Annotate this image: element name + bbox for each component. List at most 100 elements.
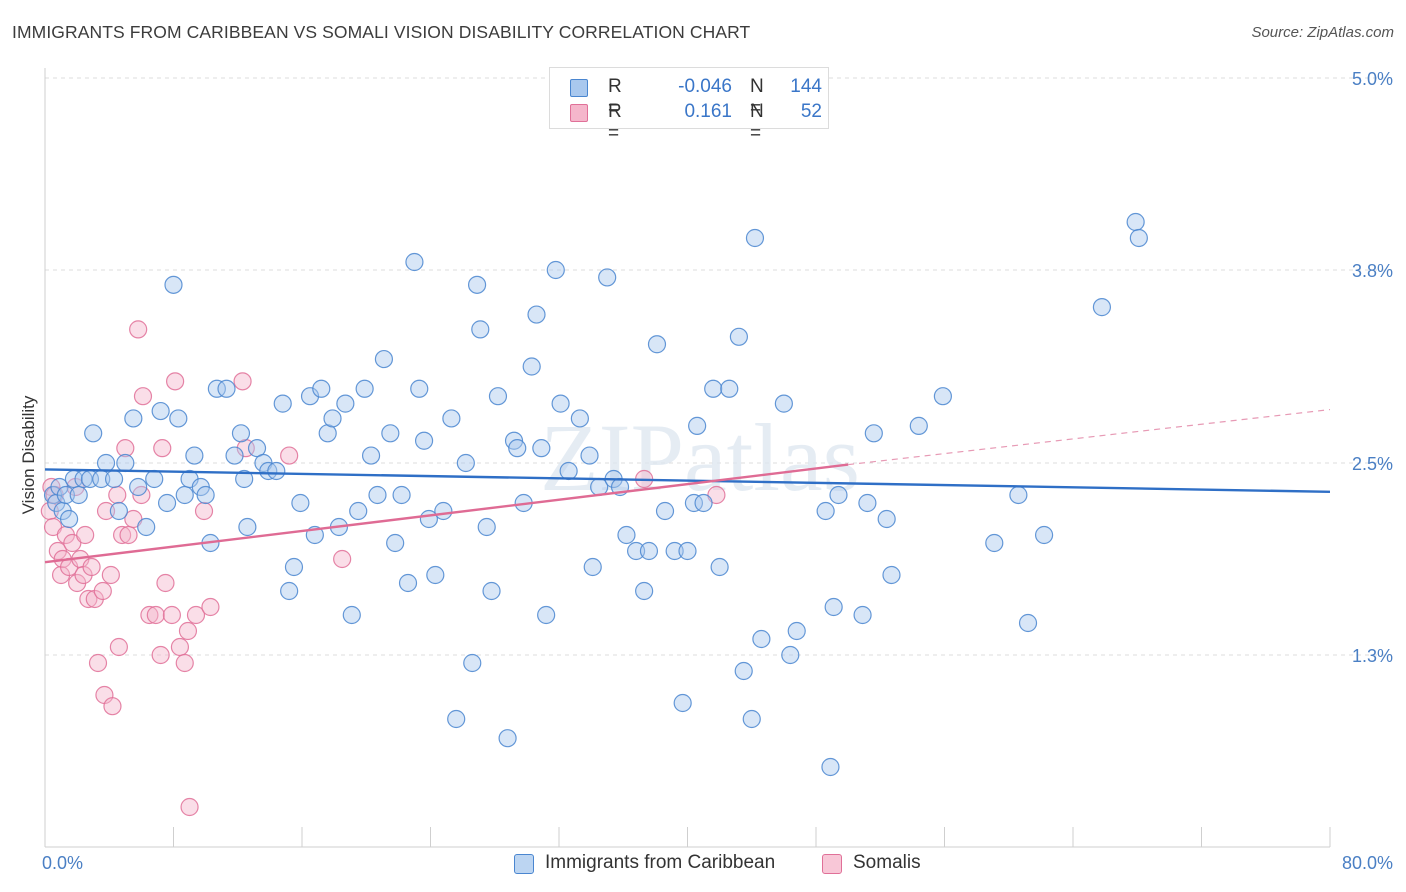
somalis-point — [156, 573, 175, 593]
caribbean-point — [655, 501, 675, 521]
caribbean-point — [169, 409, 188, 428]
caribbean-point — [109, 501, 128, 521]
caribbean-point — [323, 409, 342, 428]
caribbean-point — [853, 605, 872, 625]
correlation-legend: R = -0.046 N = 144 R = 0.161 N = 52 — [549, 67, 829, 144]
caribbean-point — [217, 379, 236, 398]
caribbean-point — [626, 541, 646, 561]
caribbean-point — [336, 394, 355, 413]
somalis-point — [88, 653, 108, 673]
caribbean-point — [710, 557, 729, 577]
caribbean-point — [580, 446, 599, 465]
somalis-point — [162, 605, 181, 625]
tick-labels: 1.3% 2.5% 3.8% 5.0% 0.0% 80.0% — [42, 69, 1393, 873]
somalis-point — [201, 597, 220, 617]
somalis-point — [133, 387, 153, 406]
somalis-point — [175, 653, 194, 673]
caribbean-point — [729, 327, 749, 346]
somalis-point — [194, 501, 214, 521]
somalis-point — [129, 320, 148, 339]
somalis-point — [178, 621, 198, 641]
caribbean-point — [694, 493, 713, 513]
caribbean-point — [414, 431, 434, 450]
somalis-point — [124, 509, 143, 529]
caribbean-point — [405, 252, 424, 272]
caribbean-point — [570, 409, 589, 428]
caribbean-point — [410, 379, 429, 398]
somalis-point — [180, 797, 199, 817]
caribbean-point — [312, 379, 331, 398]
caribbean-point — [447, 709, 466, 729]
caribbean-point — [69, 485, 88, 505]
somalis-point — [112, 525, 132, 545]
somalis-point — [153, 439, 172, 458]
caribbean-point — [647, 335, 667, 354]
caribbean-point — [368, 485, 387, 505]
somalis-point — [93, 581, 112, 601]
y-axis-title: Vision Disability — [19, 395, 38, 514]
somalis-point — [101, 565, 120, 585]
caribbean-point — [787, 621, 806, 641]
n-value: 52 — [800, 101, 822, 122]
caribbean-point — [349, 501, 368, 521]
caribbean-point — [273, 394, 292, 413]
caribbean-point — [235, 469, 254, 489]
somalis-point — [186, 605, 206, 625]
caribbean-point — [684, 493, 704, 513]
caribbean-point — [238, 517, 257, 537]
n-label: N = — [750, 101, 764, 144]
caribbean-point — [985, 533, 1004, 553]
x-tick-label-min: 0.0% — [42, 853, 83, 873]
caribbean-point — [858, 493, 877, 513]
legend-swatch-pink — [822, 854, 842, 874]
caribbean-point — [909, 416, 928, 435]
caribbean-point — [463, 653, 482, 673]
caribbean-point — [471, 320, 490, 339]
caribbean-point — [933, 387, 952, 406]
caribbean-point — [1009, 485, 1028, 505]
somalis-point — [43, 517, 63, 537]
source-label: Source: ZipAtlas.com — [1251, 24, 1394, 41]
caribbean-point — [704, 379, 723, 398]
caribbean-point — [882, 565, 901, 585]
caribbean-point — [559, 461, 578, 481]
caribbean-point — [374, 349, 394, 369]
caribbean-point — [342, 605, 361, 625]
y-tick-label: 2.5% — [1352, 454, 1393, 474]
caribbean-point — [1034, 525, 1054, 545]
caribbean-point — [498, 729, 517, 748]
caribbean-point — [137, 517, 156, 537]
caribbean-point — [426, 565, 445, 585]
caribbean-point — [434, 501, 453, 521]
caribbean-point — [877, 509, 896, 529]
n-value: 144 — [790, 76, 822, 97]
caribbean-point — [185, 446, 204, 465]
caribbean-point — [145, 469, 164, 489]
legend-label-somalis: Somalis — [853, 852, 921, 873]
somalis-point — [79, 589, 98, 609]
somalis-point — [280, 446, 299, 465]
caribbean-point — [508, 439, 527, 458]
caribbean-point — [734, 661, 753, 681]
caribbean-point — [381, 424, 400, 443]
caribbean-point — [1018, 613, 1038, 633]
caribbean-point — [164, 275, 183, 294]
caribbean-point — [267, 461, 286, 481]
somalis-point — [140, 605, 159, 625]
caribbean-point — [527, 305, 546, 324]
caribbean-point — [84, 424, 103, 443]
caribbean-point — [829, 485, 848, 505]
caribbean-point — [673, 693, 692, 713]
caribbean-point — [392, 485, 411, 505]
caribbean-point — [1126, 212, 1145, 232]
legend-label-caribbean: Immigrants from Caribbean — [545, 852, 776, 873]
r-label: R = — [608, 101, 622, 144]
r-value: 0.161 — [684, 101, 732, 122]
caribbean-point — [774, 394, 793, 413]
caribbean-point — [482, 581, 501, 601]
caribbean-point — [398, 573, 418, 593]
caribbean-point — [598, 268, 617, 287]
chart-title: IMMIGRANTS FROM CARIBBEAN VS SOMALI VISI… — [12, 22, 751, 42]
caribbean-point — [361, 446, 381, 465]
caribbean-point — [467, 275, 487, 294]
